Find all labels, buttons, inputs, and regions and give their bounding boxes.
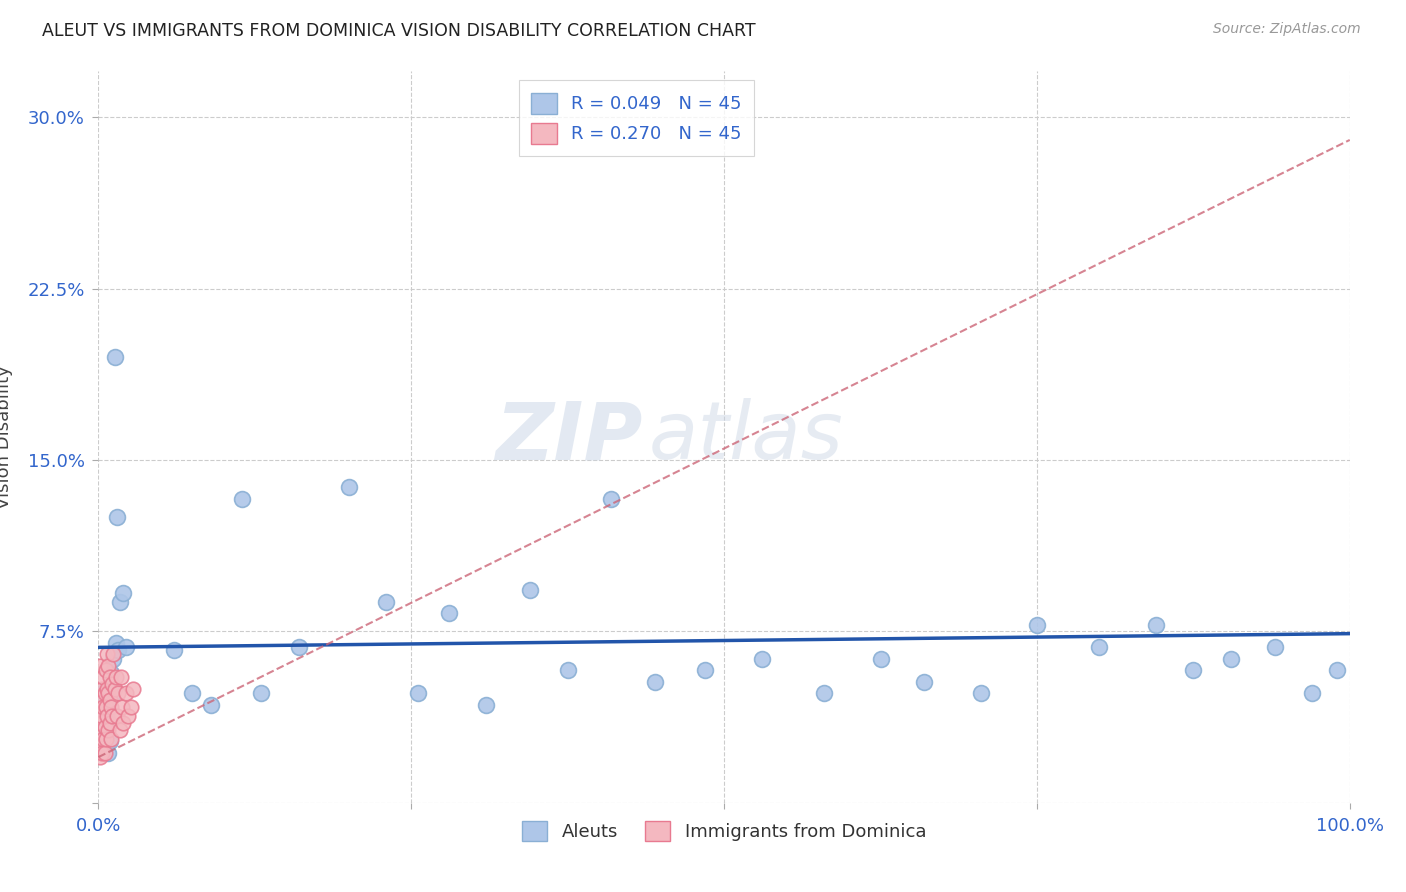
Point [337, 480, 360, 494]
Point [104, 636, 127, 650]
Point [117, 709, 139, 723]
Point [869, 652, 891, 666]
Point [600, 491, 623, 506]
Point [107, 686, 129, 700]
Text: ALEUT VS IMMIGRANTS FROM DOMINICA VISION DISABILITY CORRELATION CHART: ALEUT VS IMMIGRANTS FROM DOMINICA VISION… [42, 22, 756, 40]
Point [120, 699, 142, 714]
Point [375, 595, 398, 609]
Point [96, 709, 118, 723]
Point [98, 734, 121, 748]
Point [94, 720, 117, 734]
Point [112, 585, 135, 599]
Point [100, 699, 122, 714]
Point [1144, 617, 1167, 632]
Point [97, 658, 120, 673]
Point [108, 723, 131, 737]
Point [104, 681, 127, 696]
Point [89, 750, 111, 764]
Point [97, 746, 120, 760]
Point [1219, 652, 1241, 666]
Point [287, 640, 309, 655]
Point [1182, 663, 1205, 677]
Point [250, 686, 273, 700]
Point [98, 693, 121, 707]
Point [1326, 663, 1348, 677]
Point [91, 681, 114, 696]
Point [90, 715, 112, 730]
Point [93, 705, 115, 719]
Point [89, 727, 111, 741]
Point [108, 595, 131, 609]
Point [112, 715, 135, 730]
Point [231, 491, 253, 506]
Point [93, 699, 115, 714]
Point [101, 689, 124, 703]
Point [110, 670, 132, 684]
Point [98, 670, 121, 684]
Point [100, 731, 122, 746]
Text: Source: ZipAtlas.com: Source: ZipAtlas.com [1213, 22, 1361, 37]
Point [93, 746, 115, 760]
Point [98, 715, 121, 730]
Point [101, 709, 124, 723]
Point [695, 663, 717, 677]
Point [87, 705, 110, 719]
Point [105, 510, 128, 524]
Point [101, 677, 124, 691]
Point [93, 686, 115, 700]
Point [96, 647, 118, 661]
Point [91, 686, 114, 700]
Text: ZIP: ZIP [495, 398, 643, 476]
Point [104, 670, 127, 684]
Point [1301, 686, 1323, 700]
Point [91, 746, 114, 760]
Point [557, 663, 579, 677]
Point [100, 665, 122, 680]
Point [181, 686, 204, 700]
Point [90, 693, 112, 707]
Point [105, 709, 128, 723]
Point [103, 647, 125, 661]
Point [475, 698, 498, 712]
Text: atlas: atlas [650, 398, 844, 476]
Point [912, 674, 935, 689]
Point [94, 663, 117, 677]
Point [115, 640, 138, 655]
Point [91, 709, 114, 723]
Point [406, 686, 429, 700]
Point [107, 642, 129, 657]
Point [93, 731, 115, 746]
Point [94, 731, 117, 746]
Point [93, 720, 115, 734]
Point [89, 658, 111, 673]
Legend: Aleuts, Immigrants from Dominica: Aleuts, Immigrants from Dominica [515, 814, 934, 848]
Point [519, 583, 541, 598]
Point [437, 606, 460, 620]
Point [813, 686, 835, 700]
Point [122, 681, 145, 696]
Point [94, 699, 117, 714]
Point [111, 699, 134, 714]
Point [97, 686, 120, 700]
Point [97, 723, 120, 737]
Point [1088, 640, 1111, 655]
Point [644, 674, 666, 689]
Point [104, 350, 127, 364]
Point [751, 652, 773, 666]
Point [969, 686, 991, 700]
Point [93, 670, 115, 684]
Point [115, 686, 138, 700]
Point [90, 739, 112, 753]
Point [162, 642, 184, 657]
Point [103, 652, 125, 666]
Point [1026, 617, 1049, 632]
Point [1264, 640, 1286, 655]
Y-axis label: Vision Disability: Vision Disability [0, 365, 13, 509]
Point [96, 698, 118, 712]
Point [200, 698, 222, 712]
Point [96, 681, 118, 696]
